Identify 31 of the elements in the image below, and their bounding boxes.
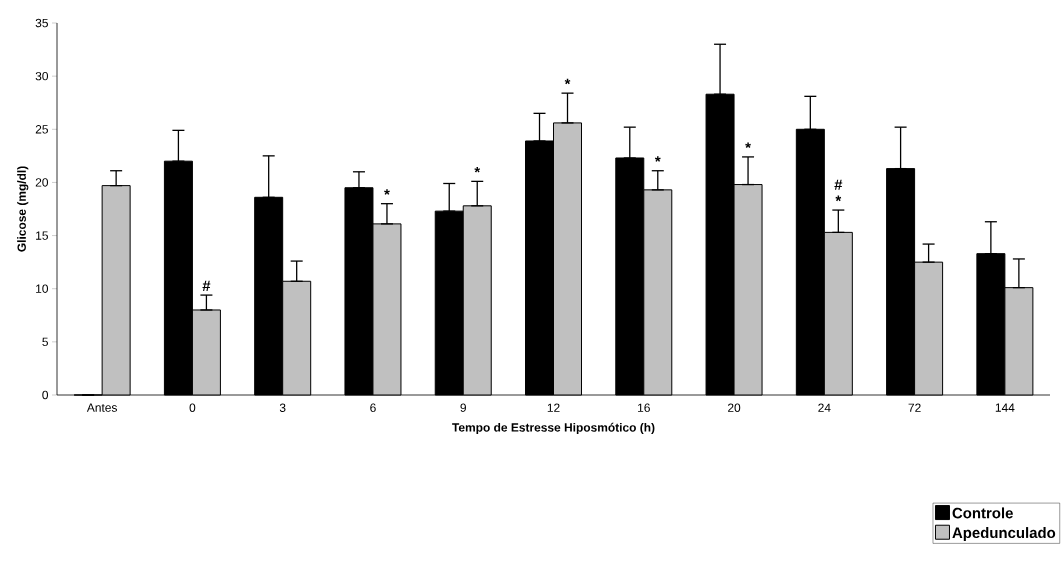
- y-tick-label: 25: [35, 125, 48, 134]
- x-tick-label: 9: [460, 403, 466, 412]
- annotation: *: [474, 166, 481, 173]
- x-axis-title: Tempo de Estresse Hiposmótico (h): [452, 422, 655, 435]
- y-tick-label: 10: [36, 284, 49, 293]
- y-tick-label: 15: [36, 231, 48, 240]
- y-tick-label: 30: [35, 71, 49, 81]
- x-tick-label: 72: [908, 403, 921, 412]
- x-tick-label: 20: [728, 403, 741, 412]
- y-tick-label: 0: [42, 390, 49, 400]
- x-tick-label: Antes: [86, 403, 117, 412]
- legend-label: Controle: [952, 507, 1013, 519]
- x-tick-label: 6: [370, 403, 376, 412]
- x-tick-label: 12: [547, 403, 560, 412]
- y-tick-label: 5: [42, 337, 48, 347]
- annotation: #: [834, 179, 843, 190]
- x-tick-label: 16: [638, 403, 650, 412]
- annotation: *: [745, 142, 751, 148]
- annotation: #: [202, 280, 211, 291]
- x-tick-label: 0: [189, 403, 196, 412]
- x-tick-label: 3: [279, 403, 286, 412]
- legend-label: Apedunculado: [952, 527, 1056, 541]
- x-tick-label: 24: [818, 403, 831, 412]
- annotation: *: [564, 78, 571, 85]
- annotation: *: [654, 156, 661, 162]
- y-axis-title: Glicose (mg/dl): [17, 166, 29, 252]
- y-tick-label: 20: [35, 178, 49, 187]
- annotation: *: [835, 195, 842, 202]
- annotation: *: [384, 189, 390, 195]
- y-tick-label: 35: [35, 18, 48, 28]
- x-tick-label: 144: [995, 403, 1015, 412]
